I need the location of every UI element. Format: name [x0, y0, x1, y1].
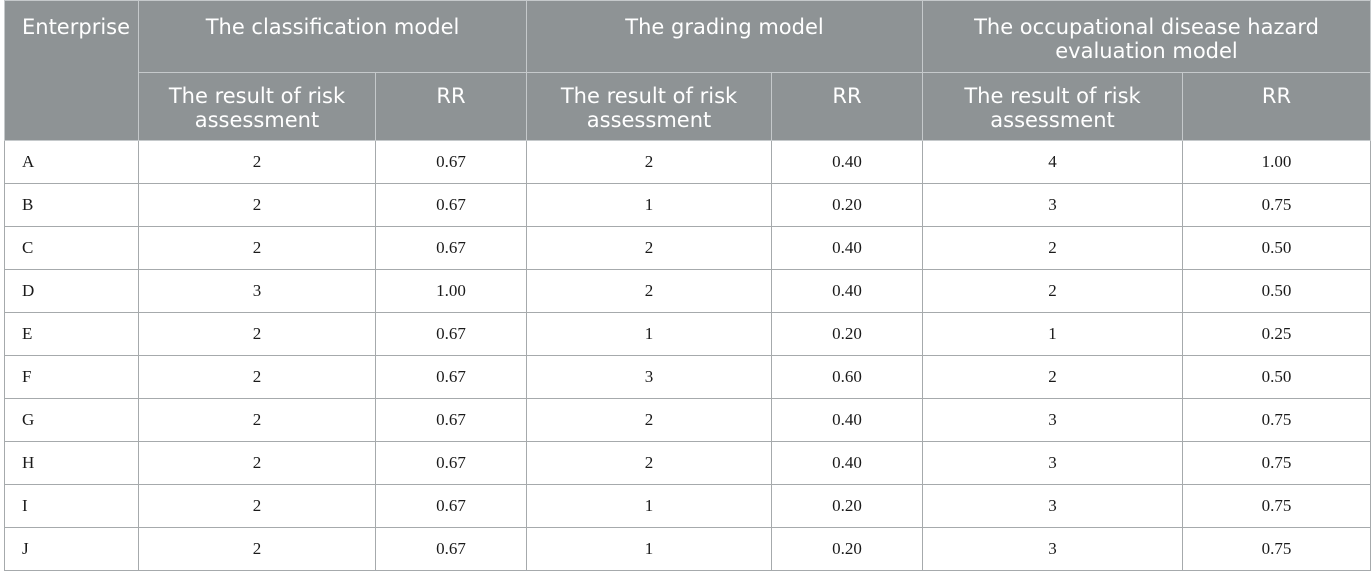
grd-result-cell: 2	[526, 441, 773, 485]
grd-rr-cell: 0.60	[771, 355, 924, 399]
cls-result-cell: 3	[138, 269, 376, 313]
cls-rr-cell: 0.67	[374, 226, 528, 270]
occ-result-cell: 2	[922, 226, 1184, 270]
header-grd-result: The result of risk assessment	[526, 72, 773, 141]
table-row: A 2 0.67 2 0.40 4 1.00	[4, 140, 1372, 184]
enterprise-cell: A	[4, 140, 139, 184]
occ-rr-cell: 0.50	[1182, 269, 1372, 313]
enterprise-cell: H	[4, 441, 139, 485]
occ-result-cell: 3	[922, 183, 1184, 227]
grd-result-cell: 1	[526, 312, 773, 356]
occ-result-cell: 3	[922, 398, 1184, 442]
table-row: C 2 0.67 2 0.40 2 0.50	[4, 226, 1372, 270]
grd-result-cell: 1	[526, 527, 773, 571]
header-occ-rr: RR	[1182, 72, 1372, 141]
cls-result-cell: 2	[138, 398, 376, 442]
grd-rr-cell: 0.40	[771, 398, 924, 442]
table-row: I 2 0.67 1 0.20 3 0.75	[4, 484, 1372, 528]
enterprise-cell: G	[4, 398, 139, 442]
grd-result-cell: 2	[526, 398, 773, 442]
occ-rr-cell: 0.75	[1182, 183, 1372, 227]
cls-result-cell: 2	[138, 484, 376, 528]
table-row: F 2 0.67 3 0.60 2 0.50	[4, 355, 1372, 399]
grd-result-cell: 3	[526, 355, 773, 399]
enterprise-cell: E	[4, 312, 139, 356]
table-row: J 2 0.67 1 0.20 3 0.75	[4, 527, 1372, 571]
header-occupational-model: The occupational disease hazard evaluati…	[922, 0, 1372, 73]
grd-result-cell: 2	[526, 140, 773, 184]
cls-result-cell: 2	[138, 355, 376, 399]
cls-result-cell: 2	[138, 140, 376, 184]
occ-result-cell: 3	[922, 441, 1184, 485]
grd-result-cell: 2	[526, 226, 773, 270]
cls-rr-cell: 1.00	[374, 269, 528, 313]
grd-rr-cell: 0.40	[771, 441, 924, 485]
grd-result-cell: 2	[526, 269, 773, 313]
occ-result-cell: 3	[922, 484, 1184, 528]
occ-rr-cell: 0.75	[1182, 484, 1372, 528]
table-row: B 2 0.67 1 0.20 3 0.75	[4, 183, 1372, 227]
occ-rr-cell: 1.00	[1182, 140, 1372, 184]
cls-rr-cell: 0.67	[374, 312, 528, 356]
header-grd-rr: RR	[771, 72, 924, 141]
enterprise-cell: D	[4, 269, 139, 313]
occ-rr-cell: 0.75	[1182, 441, 1372, 485]
grd-rr-cell: 0.20	[771, 183, 924, 227]
cls-result-cell: 2	[138, 312, 376, 356]
occ-rr-cell: 0.50	[1182, 226, 1372, 270]
occ-result-cell: 3	[922, 527, 1184, 571]
header-row-groups: Enterprise The classification model The …	[4, 0, 1372, 141]
header-classification-model: The classification model	[137, 0, 528, 73]
cls-rr-cell: 0.67	[374, 484, 528, 528]
header-occ-result: The result of risk assessment	[922, 72, 1184, 141]
occ-result-cell: 2	[922, 269, 1184, 313]
cls-rr-cell: 0.67	[374, 441, 528, 485]
enterprise-cell: F	[4, 355, 139, 399]
grd-rr-cell: 0.40	[771, 140, 924, 184]
grd-rr-cell: 0.20	[771, 484, 924, 528]
occ-rr-cell: 0.75	[1182, 398, 1372, 442]
header-enterprise: Enterprise	[4, 0, 139, 141]
cls-result-cell: 2	[138, 183, 376, 227]
cls-rr-cell: 0.67	[374, 527, 528, 571]
occ-result-cell: 4	[922, 140, 1184, 184]
cls-result-cell: 2	[138, 527, 376, 571]
table-row: H 2 0.67 2 0.40 3 0.75	[4, 441, 1372, 485]
grd-rr-cell: 0.20	[771, 527, 924, 571]
enterprise-cell: C	[4, 226, 139, 270]
table-header: Enterprise The classification model The …	[4, 0, 1372, 141]
table-row: E 2 0.67 1 0.20 1 0.25	[4, 312, 1372, 356]
header-cls-rr: RR	[374, 72, 528, 141]
occ-result-cell: 2	[922, 355, 1184, 399]
grd-rr-cell: 0.20	[771, 312, 924, 356]
table-row: D 3 1.00 2 0.40 2 0.50	[4, 269, 1372, 313]
cls-result-cell: 2	[138, 226, 376, 270]
risk-assessment-table: Enterprise The classification model The …	[4, 0, 1372, 571]
grd-rr-cell: 0.40	[771, 226, 924, 270]
header-grading-model: The grading model	[526, 0, 924, 73]
enterprise-cell: J	[4, 527, 139, 571]
occ-result-cell: 1	[922, 312, 1184, 356]
table-row: G 2 0.67 2 0.40 3 0.75	[4, 398, 1372, 442]
header-cls-result: The result of risk assessment	[138, 72, 376, 141]
table-body: A 2 0.67 2 0.40 4 1.00 B 2 0.67 1 0.20 3…	[4, 140, 1372, 571]
header-row-subcolumns: The result of risk assessment RR The res…	[5, 72, 1372, 141]
occ-rr-cell: 0.50	[1182, 355, 1372, 399]
cls-result-cell: 2	[138, 441, 376, 485]
cls-rr-cell: 0.67	[374, 183, 528, 227]
grd-result-cell: 1	[526, 183, 773, 227]
cls-rr-cell: 0.67	[374, 140, 528, 184]
enterprise-cell: B	[4, 183, 139, 227]
occ-rr-cell: 0.75	[1182, 527, 1372, 571]
grd-rr-cell: 0.40	[771, 269, 924, 313]
occ-rr-cell: 0.25	[1182, 312, 1372, 356]
cls-rr-cell: 0.67	[374, 355, 528, 399]
cls-rr-cell: 0.67	[374, 398, 528, 442]
grd-result-cell: 1	[526, 484, 773, 528]
enterprise-cell: I	[4, 484, 139, 528]
